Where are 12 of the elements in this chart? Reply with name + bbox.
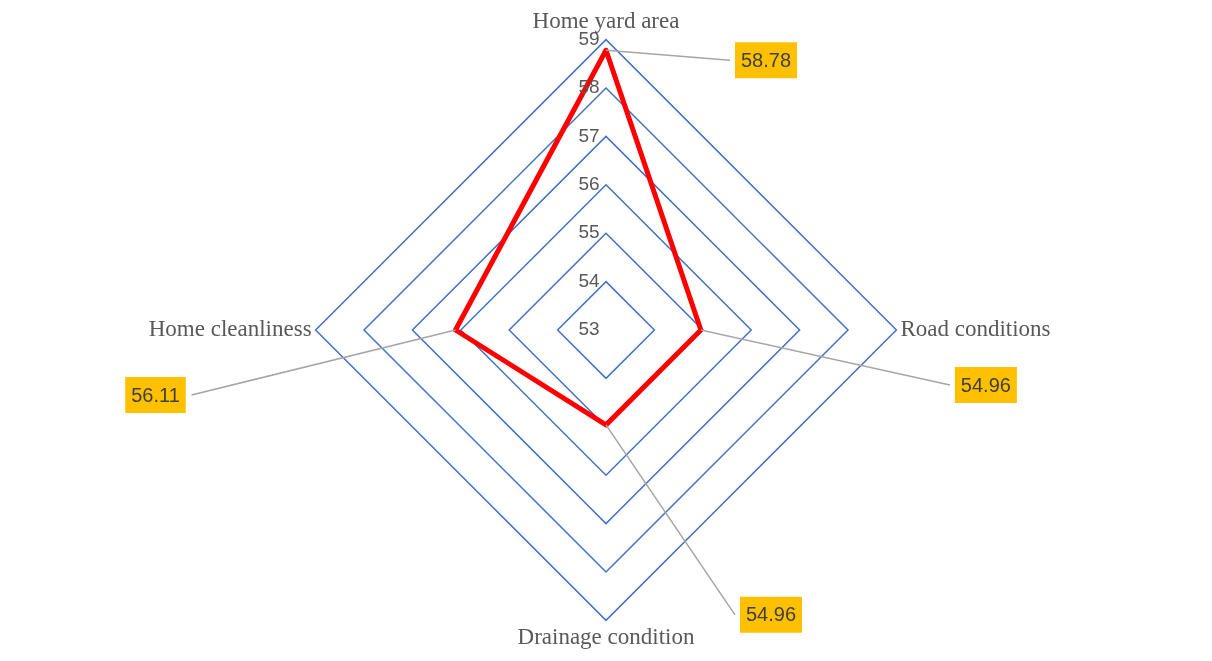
y-tick-label: 54 xyxy=(578,269,600,291)
data-label: 58.78 xyxy=(740,48,792,71)
spoke-label: Road conditions xyxy=(900,316,1051,342)
data-label: 56.11 xyxy=(131,383,180,406)
y-tick-label: 53 xyxy=(578,318,600,340)
data-label: 54.96 xyxy=(745,603,797,626)
y-tick-label: 55 xyxy=(578,221,600,243)
y-tick-label: 56 xyxy=(578,173,600,195)
spoke-label: Drainage condition xyxy=(517,624,695,650)
spoke-label: Home cleanliness xyxy=(148,316,312,342)
y-tick-label: 57 xyxy=(578,124,600,146)
data-label: 54.96 xyxy=(960,373,1011,396)
